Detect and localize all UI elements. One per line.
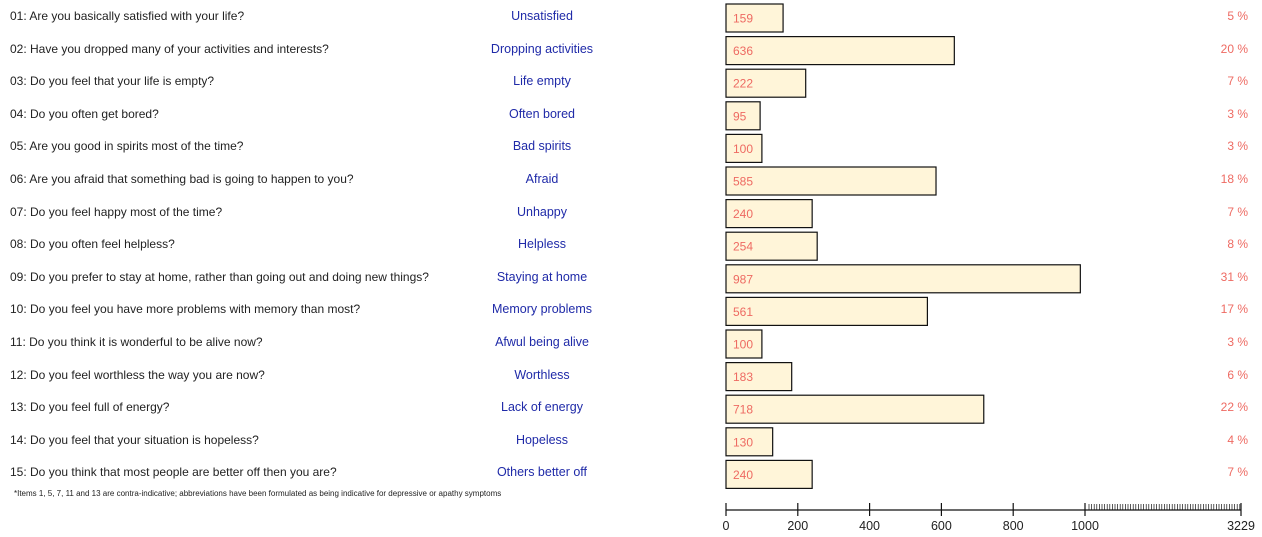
question-row: 13: Do you feel full of energy? Lack of e… <box>0 393 1262 425</box>
percentage-label: 31 % <box>1220 269 1248 284</box>
x-tick-label: 1000 <box>1071 519 1099 533</box>
x-tick-label: 800 <box>1003 519 1024 533</box>
x-tick-label: 600 <box>931 519 952 533</box>
bar-value-label: 130 <box>733 435 753 449</box>
bar-value-label: 636 <box>733 44 753 58</box>
question-text: 15: Do you think that most people are be… <box>10 465 337 480</box>
percentage-label: 7 % <box>1227 465 1248 480</box>
question-text: 06: Are you afraid that something bad is… <box>10 172 354 186</box>
bar-value-label: 561 <box>733 305 753 319</box>
question-text: 04: Do you often get bored? <box>10 106 159 121</box>
question-row: 11: Do you think it is wonderful to be a… <box>0 328 1262 360</box>
category-label: Dropping activities <box>490 41 594 56</box>
bar <box>725 166 937 196</box>
x-tick-label: 0 <box>723 519 730 533</box>
question-text: 14: Do you feel that your situation is h… <box>10 432 259 447</box>
x-tick-label: 3229 <box>1227 519 1255 533</box>
bar-value-label: 222 <box>733 77 753 91</box>
category-label: Often bored <box>508 106 575 121</box>
question-row: 04: Do you often get bored? Often bored 3 … <box>0 100 1262 132</box>
bar <box>725 199 813 229</box>
bar-value-label: 240 <box>733 468 753 482</box>
percentage-label: 7 % <box>1227 74 1248 89</box>
bar-value-label: 100 <box>733 142 753 156</box>
bar <box>725 68 807 98</box>
question-text: 01: Are you basically satisfied with you… <box>10 9 245 23</box>
category-label: Afwul being alive <box>495 335 589 349</box>
percentage-label: 3 % <box>1227 106 1248 121</box>
question-row: 10: Do you feel you have more problems w… <box>0 295 1262 327</box>
bar <box>725 427 774 457</box>
percentage-label: 6 % <box>1227 367 1248 382</box>
bar <box>725 231 818 261</box>
question-row: 03: Do you feel that your life is empty?… <box>0 67 1262 99</box>
category-label: Unhappy <box>516 204 568 219</box>
category-label: Others better off <box>496 465 588 480</box>
percentage-label: 17 % <box>1220 302 1248 317</box>
bar <box>725 329 763 359</box>
percentage-label: 3 % <box>1227 335 1248 349</box>
category-label: Memory problems <box>491 302 593 317</box>
question-row: 14: Do you feel that your situation is h… <box>0 426 1262 458</box>
bar <box>725 459 813 489</box>
category-label: Lack of energy <box>501 400 583 415</box>
category-label: Staying at home <box>496 269 588 284</box>
question-row: 15: Do you think that most people are be… <box>0 458 1262 490</box>
question-text: 11: Do you think it is wonderful to be a… <box>10 335 263 349</box>
question-text: 03: Do you feel that your life is empty? <box>10 74 215 89</box>
percentage-label: 8 % <box>1227 237 1248 252</box>
bar <box>725 296 928 326</box>
bar-value-label: 100 <box>733 338 753 352</box>
category-label: Helpless <box>518 237 566 252</box>
percentage-label: 7 % <box>1227 204 1248 219</box>
question-text: 02: Have you dropped many of your activi… <box>10 41 329 56</box>
question-text: 12: Do you feel worthless the way you ar… <box>10 367 265 382</box>
bar <box>725 394 985 424</box>
category-label: Afraid <box>525 172 559 186</box>
question-row: 08: Do you often feel helpless? Helpless 8… <box>0 230 1262 262</box>
question-text: 09: Do you prefer to stay at home, rathe… <box>10 269 429 284</box>
percentage-label: 20 % <box>1220 41 1248 56</box>
bar-value-label: 254 <box>733 240 753 254</box>
category-label: Unsatisfied <box>511 9 573 23</box>
category-label: Worthless <box>514 367 570 382</box>
category-label: Life empty <box>513 74 571 89</box>
question-text: 05: Are you good in spirits most of the … <box>10 139 244 154</box>
category-label: Bad spirits <box>512 139 572 154</box>
question-row: 12: Do you feel worthless the way you ar… <box>0 361 1262 393</box>
percentage-label: 22 % <box>1220 400 1248 415</box>
bar-value-label: 585 <box>733 175 753 189</box>
x-tick-label: 200 <box>787 519 808 533</box>
bar-value-label: 95 <box>733 109 747 123</box>
question-text: 07: Do you feel happy most of the time? <box>10 204 223 219</box>
question-row: 09: Do you prefer to stay at home, rathe… <box>0 263 1262 295</box>
bar <box>725 3 784 33</box>
bar <box>725 133 763 163</box>
question-row: 06: Are you afraid that something bad is… <box>0 165 1262 197</box>
percentage-label: 4 % <box>1227 432 1248 447</box>
x-tick-label: 400 <box>859 519 880 533</box>
question-row: 05: Are you good in spirits most of the … <box>0 132 1262 164</box>
category-label: Hopeless <box>515 432 569 447</box>
bar <box>725 362 793 392</box>
bar-value-label: 987 <box>733 272 753 286</box>
bar-value-label: 718 <box>733 403 753 417</box>
bar-value-label: 240 <box>733 207 753 221</box>
question-row: 01: Are you basically satisfied with you… <box>0 2 1262 34</box>
percentage-label: 18 % <box>1220 172 1248 186</box>
question-text: 10: Do you feel you have more problems w… <box>10 302 361 317</box>
percentage-label: 3 % <box>1227 139 1248 154</box>
bar-value-label: 159 <box>733 12 753 26</box>
percentage-label: 5 % <box>1227 9 1248 23</box>
question-text: 08: Do you often feel helpless? <box>10 237 175 252</box>
bar <box>725 35 955 66</box>
question-text: 13: Do you feel full of energy? <box>10 400 170 415</box>
footnote: *Items 1, 5, 7, 11 and 13 are contra-ind… <box>14 489 502 498</box>
bar-value-label: 183 <box>733 370 753 384</box>
bar <box>725 264 1081 294</box>
bar <box>725 101 761 131</box>
question-row: 02: Have you dropped many of your activi… <box>0 35 1262 67</box>
question-row: 07: Do you feel happy most of the time? U… <box>0 198 1262 230</box>
